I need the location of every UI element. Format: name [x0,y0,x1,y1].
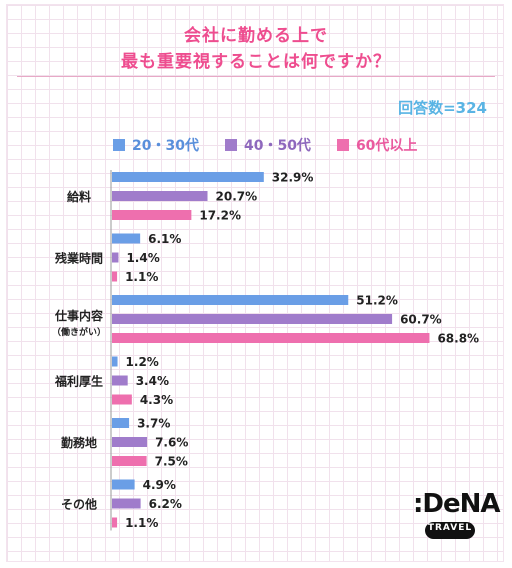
value-label-20-30-cat-3: 1.2% [126,355,159,369]
chart-title-line-1: 会社に勤める上で [184,26,328,46]
bar-60-plus-cat-5 [112,517,118,528]
chart-title-line-2: 最も重要視することは何ですか？ [121,52,391,72]
logo-badge: TRAVEL [425,522,475,539]
value-label-20-30-cat-0: 32.9% [272,171,314,185]
value-label-60-plus-cat-1: 1.1% [125,270,158,284]
category-sublabel-cat-2: （働きがい） [52,326,106,338]
category-label-cat-3: 福利厚生 [54,374,103,389]
bar-40-50-cat-1 [112,252,119,263]
bar-20-30-cat-2 [112,295,349,305]
value-label-60-plus-cat-0: 17.2% [199,209,241,223]
legend: 20・30代 40・50代 60代以上 [113,135,443,155]
value-label-20-30-cat-5: 4.9% [143,478,176,492]
value-label-60-plus-cat-3: 4.3% [140,393,173,407]
bar-60-plus-cat-3 [112,394,132,405]
title-divider [17,76,495,77]
value-label-40-50-cat-3: 3.4% [136,374,169,388]
legend-label-20-30: 20・30代 [132,138,199,154]
bar-20-30-cat-4 [112,418,130,428]
bar-40-50-cat-4 [112,437,148,447]
bar-40-50-cat-2 [112,314,393,324]
dena-travel-logo: :DeNA TRAVEL [413,489,500,549]
bar-60-plus-cat-0 [112,210,192,220]
value-label-40-50-cat-4: 7.6% [155,436,188,450]
bar-60-plus-cat-2 [112,333,430,343]
legend-item-20-30: 20・30代 [113,135,199,155]
bar-40-50-cat-5 [112,498,141,509]
category-label-cat-1: 残業時間 [55,251,103,266]
category-label-cat-4: 勤務地 [61,435,97,450]
value-label-20-30-cat-1: 6.1% [148,232,181,246]
value-label-60-plus-cat-5: 1.1% [125,516,158,530]
value-label-20-30-cat-2: 51.2% [356,294,398,308]
logo-brand: :DeNA [413,489,500,519]
bar-20-30-cat-0 [112,172,264,182]
legend-label-40-50: 40・50代 [243,138,311,154]
bar-60-plus-cat-4 [112,456,147,466]
logo-sub: TRAVEL [427,523,473,533]
legend-label-60-plus: 60代以上 [355,138,418,154]
legend-swatch-20-30 [113,139,125,151]
category-label-cat-5: その他 [61,497,97,512]
legend-item-60-plus: 60代以上 [336,135,418,155]
bar-40-50-cat-0 [112,191,208,201]
value-label-40-50-cat-0: 20.7% [216,190,258,204]
bar-60-plus-cat-1 [112,271,118,282]
legend-swatch-40-50 [224,139,237,151]
legend-item-40-50: 40・50代 [224,135,311,155]
chart-frame: 会社に勤める上で 最も重要視することは何ですか？ 回答数=324 20・30代 … [6,4,504,562]
bar-20-30-cat-3 [112,356,118,367]
value-label-40-50-cat-1: 1.4% [126,251,159,265]
value-label-60-plus-cat-4: 7.5% [155,455,188,469]
bar-20-30-cat-1 [112,233,141,244]
category-label-cat-2: 仕事内容 [54,308,103,323]
legend-swatch-60-plus [336,139,349,151]
value-label-40-50-cat-2: 60.7% [400,313,442,327]
value-label-60-plus-cat-2: 68.8% [437,332,479,346]
value-label-40-50-cat-5: 6.2% [149,497,182,511]
bar-40-50-cat-3 [112,375,128,386]
respondent-count: 回答数=324 [398,99,487,117]
bar-20-30-cat-5 [112,479,135,490]
value-label-20-30-cat-4: 3.7% [137,417,170,431]
bar-chart: 給料 32.9% 20.7% 17.2% 残業時間 6.1% 1.4% 1.1% 仕事内容 （働き… [52,170,479,531]
category-label-cat-0: 給料 [67,189,91,204]
